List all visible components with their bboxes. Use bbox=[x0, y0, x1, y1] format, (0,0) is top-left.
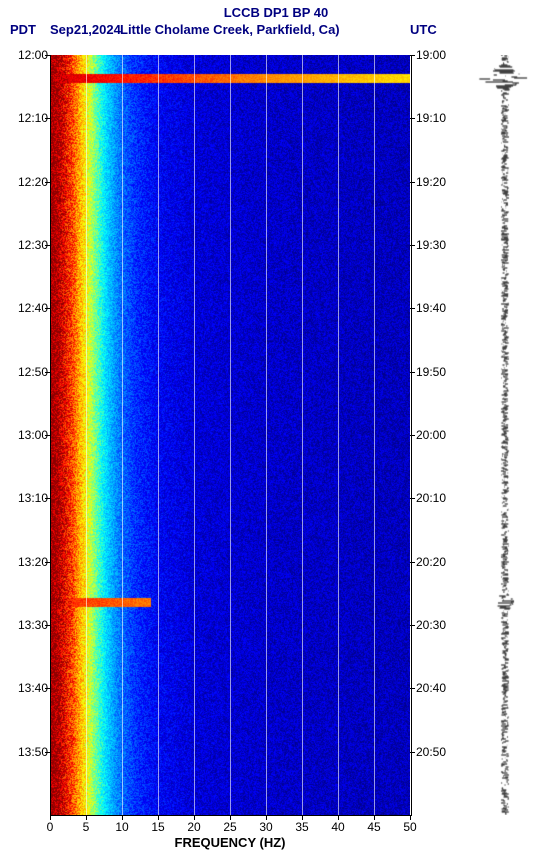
grid-line bbox=[374, 55, 375, 815]
ytick-left: 13:40 bbox=[18, 681, 48, 695]
spectrogram-plot bbox=[50, 55, 410, 815]
tick-mark bbox=[266, 815, 267, 820]
tick-mark bbox=[410, 752, 415, 753]
tick-mark bbox=[410, 688, 415, 689]
ytick-right: 20:00 bbox=[416, 428, 446, 442]
tick-mark bbox=[230, 815, 231, 820]
ytick-left: 13:10 bbox=[18, 491, 48, 505]
tick-mark bbox=[45, 182, 50, 183]
xtick: 5 bbox=[83, 820, 90, 834]
tick-mark bbox=[410, 182, 415, 183]
xtick: 35 bbox=[295, 820, 308, 834]
tick-mark bbox=[45, 55, 50, 56]
ytick-left: 12:20 bbox=[18, 175, 48, 189]
tick-mark bbox=[410, 308, 415, 309]
ytick-left: 13:50 bbox=[18, 745, 48, 759]
tick-mark bbox=[374, 815, 375, 820]
ytick-left: 12:00 bbox=[18, 48, 48, 62]
tz-left-label: PDT bbox=[10, 22, 36, 37]
ytick-left: 13:30 bbox=[18, 618, 48, 632]
tick-mark bbox=[45, 688, 50, 689]
ytick-left: 12:30 bbox=[18, 238, 48, 252]
tick-mark bbox=[158, 815, 159, 820]
tick-mark bbox=[45, 118, 50, 119]
ytick-right: 19:40 bbox=[416, 301, 446, 315]
tick-mark bbox=[45, 752, 50, 753]
xtick: 45 bbox=[367, 820, 380, 834]
ytick-left: 12:50 bbox=[18, 365, 48, 379]
grid-line bbox=[86, 55, 87, 815]
xtick: 40 bbox=[331, 820, 344, 834]
tick-mark bbox=[45, 245, 50, 246]
xtick: 30 bbox=[259, 820, 272, 834]
tick-mark bbox=[86, 815, 87, 820]
tick-mark bbox=[410, 245, 415, 246]
tick-mark bbox=[410, 118, 415, 119]
ytick-right: 20:10 bbox=[416, 491, 446, 505]
ytick-right: 19:30 bbox=[416, 238, 446, 252]
tz-right-label: UTC bbox=[410, 22, 437, 37]
grid-line bbox=[158, 55, 159, 815]
tick-mark bbox=[302, 815, 303, 820]
ytick-right: 20:50 bbox=[416, 745, 446, 759]
tick-mark bbox=[338, 815, 339, 820]
tick-mark bbox=[122, 815, 123, 820]
ytick-right: 19:00 bbox=[416, 48, 446, 62]
tick-mark bbox=[410, 435, 415, 436]
grid-line bbox=[266, 55, 267, 815]
xtick: 25 bbox=[223, 820, 236, 834]
tick-mark bbox=[410, 55, 415, 56]
xtick: 0 bbox=[47, 820, 54, 834]
grid-line bbox=[194, 55, 195, 815]
x-axis-label: FREQUENCY (HZ) bbox=[50, 835, 410, 850]
tick-mark bbox=[45, 498, 50, 499]
tick-mark bbox=[45, 372, 50, 373]
ytick-right: 19:20 bbox=[416, 175, 446, 189]
location-label: Little Cholame Creek, Parkfield, Ca) bbox=[120, 22, 340, 37]
tick-mark bbox=[410, 498, 415, 499]
tick-mark bbox=[45, 625, 50, 626]
tick-mark bbox=[45, 562, 50, 563]
ytick-right: 20:20 bbox=[416, 555, 446, 569]
tick-mark bbox=[50, 815, 51, 820]
xtick: 50 bbox=[403, 820, 416, 834]
ytick-left: 12:10 bbox=[18, 111, 48, 125]
ytick-right: 19:10 bbox=[416, 111, 446, 125]
date-label: Sep21,2024 bbox=[50, 22, 121, 37]
xtick: 10 bbox=[115, 820, 128, 834]
tick-mark bbox=[410, 815, 411, 820]
grid-line bbox=[230, 55, 231, 815]
grid-line bbox=[338, 55, 339, 815]
tick-mark bbox=[45, 435, 50, 436]
tick-mark bbox=[410, 372, 415, 373]
chart-title-station: LCCB DP1 BP 40 bbox=[0, 5, 552, 20]
ytick-left: 13:20 bbox=[18, 555, 48, 569]
xtick: 15 bbox=[151, 820, 164, 834]
ytick-left: 13:00 bbox=[18, 428, 48, 442]
grid-line bbox=[302, 55, 303, 815]
xtick: 20 bbox=[187, 820, 200, 834]
tick-mark bbox=[194, 815, 195, 820]
tick-mark bbox=[410, 625, 415, 626]
ytick-right: 20:30 bbox=[416, 618, 446, 632]
grid-line bbox=[122, 55, 123, 815]
seismogram-panel bbox=[475, 55, 535, 815]
tick-mark bbox=[410, 562, 415, 563]
tick-mark bbox=[45, 308, 50, 309]
ytick-right: 19:50 bbox=[416, 365, 446, 379]
ytick-right: 20:40 bbox=[416, 681, 446, 695]
ytick-left: 12:40 bbox=[18, 301, 48, 315]
seismogram-canvas bbox=[475, 55, 535, 815]
